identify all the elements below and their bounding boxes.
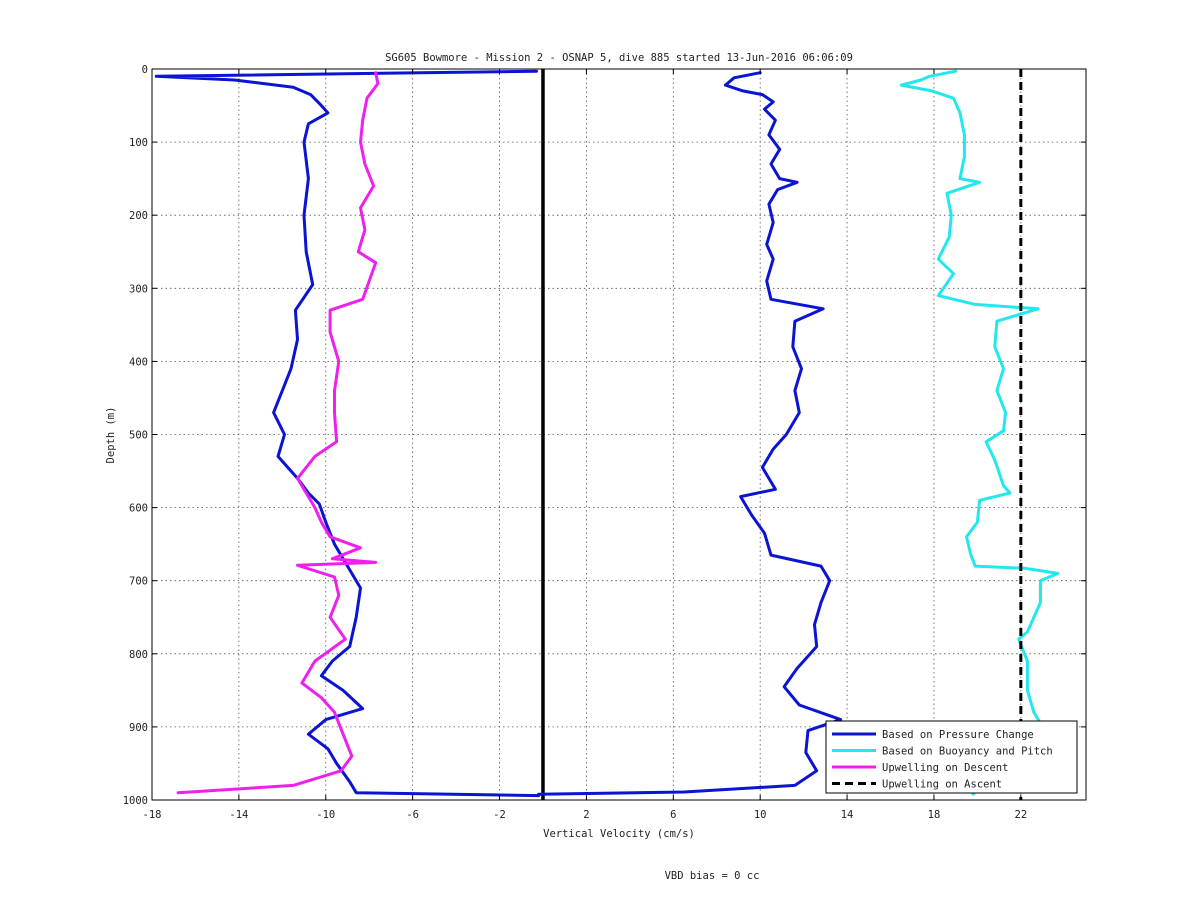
x-tick-label: -14 [229, 809, 248, 821]
legend: Based on Pressure Change Based on Buoyanc… [825, 720, 1078, 794]
series-line-pressure-change [537, 71, 843, 796]
y-tick-label: 700 [129, 576, 148, 588]
y-tick-label: 500 [129, 430, 148, 442]
y-tick-label: 0 [142, 64, 148, 76]
y-tick-label: 600 [129, 503, 148, 515]
x-tick-label: 18 [928, 809, 941, 821]
x-tick-label: 2 [583, 809, 589, 821]
x-axis-label: Vertical Velocity (cm/s) [543, 828, 695, 840]
x-tick-label: -2 [493, 809, 506, 821]
x-tick-label: 10 [754, 809, 767, 821]
chart-title: SG605 Bowmore - Mission 2 - OSNAP 5, div… [385, 52, 853, 64]
x-tick-label: 22 [1015, 809, 1028, 821]
y-tick-label: 400 [129, 356, 148, 368]
legend-entry-label: Upwelling on Descent [882, 762, 1008, 774]
tick-layer: -18 -14 -10 -6 -2 2 6 10 14 18 22 0 100 200 300 400 500 6… [123, 64, 1086, 821]
y-tick-label: 300 [129, 283, 148, 295]
y-tick-label: 200 [129, 210, 148, 222]
x-tick-label: 6 [670, 809, 676, 821]
x-tick-label: 14 [841, 809, 854, 821]
series-layer [154, 69, 1060, 798]
series-line-pressure-change-ascent [154, 69, 541, 798]
legend-entry-label: Based on Buoyancy and Pitch [882, 746, 1053, 758]
legend-entry-label: Based on Pressure Change [882, 729, 1034, 741]
y-tick-label: 900 [129, 722, 148, 734]
y-tick-label: 800 [129, 649, 148, 661]
x-tick-label: -6 [406, 809, 419, 821]
legend-entry-label: Upwelling on Ascent [882, 779, 1002, 791]
series-line-buoyancy-pitch [899, 69, 1060, 796]
y-tick-label: 100 [129, 137, 148, 149]
grid [151, 68, 1086, 801]
x-tick-label: -10 [316, 809, 335, 821]
vbd-bias-note: VBD bias = 0 cc [665, 870, 760, 882]
y-axis-label: Depth (m) [105, 407, 117, 464]
series-line-upwelling-descent [176, 71, 380, 795]
y-tick-label: 1000 [123, 795, 148, 807]
x-tick-label: -18 [143, 809, 162, 821]
